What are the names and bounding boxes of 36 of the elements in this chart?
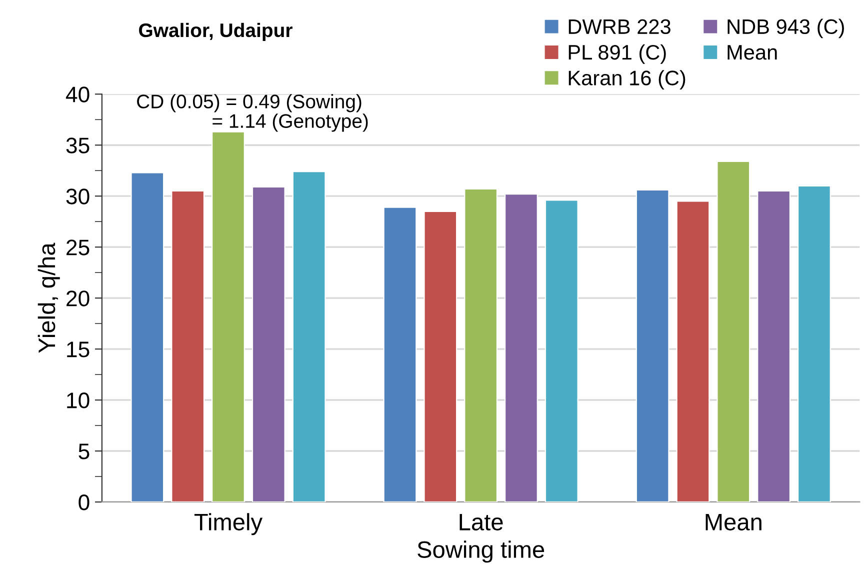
bar — [504, 193, 538, 502]
y-tick-label: 5 — [78, 444, 90, 460]
y-tick-label: 30 — [66, 188, 90, 204]
bar — [544, 200, 578, 502]
legend-label: Karan 16 (C) — [568, 70, 686, 90]
y-axis-title: Yield, q/ha — [38, 242, 60, 353]
bar — [757, 190, 791, 502]
y-tick-label: 25 — [66, 240, 90, 256]
bar — [636, 189, 670, 502]
bar — [292, 171, 326, 502]
bar — [464, 188, 498, 502]
bar — [212, 131, 245, 502]
legend-label: DWRB 223 — [568, 19, 670, 34]
bar — [383, 206, 417, 502]
bar — [252, 186, 286, 502]
bar — [716, 160, 750, 502]
bar — [797, 185, 831, 502]
y-tick-label: 35 — [66, 138, 90, 154]
legend-label: NDB 943 (C) — [728, 18, 844, 38]
y-tick-label: 40 — [66, 86, 90, 102]
y-tick-label: 15 — [67, 342, 90, 358]
y-tick-label: 10 — [67, 392, 90, 408]
bar — [676, 200, 710, 502]
annotation: CD (0.05) = 0.49 (Sowing) = 1.14 (Genotype) — [137, 94, 368, 132]
bar — [130, 172, 164, 502]
bar — [171, 190, 205, 502]
x-tick-label: Timely — [194, 513, 263, 536]
chart-title: Gwalior, Udaipur — [139, 22, 292, 42]
legend-label: Mean — [728, 45, 777, 60]
x-axis-title: Sowing time — [418, 540, 544, 563]
x-tick-label: Mean — [706, 514, 762, 530]
y-tick-label: 0 — [78, 494, 90, 510]
x-tick-label: Late — [460, 514, 503, 530]
bar — [424, 210, 458, 502]
legend-label: PL 891 (C) — [568, 44, 666, 64]
y-tick-label: 20 — [66, 290, 90, 306]
